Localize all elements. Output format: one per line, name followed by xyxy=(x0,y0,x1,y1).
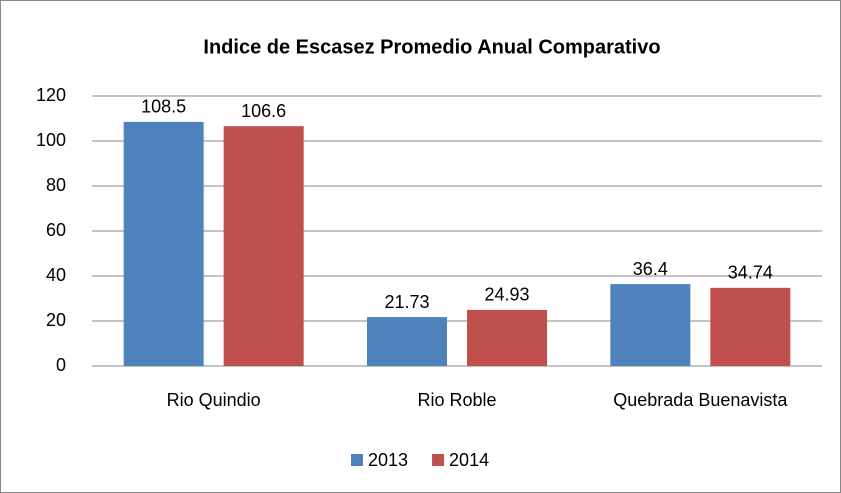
bar xyxy=(123,121,204,366)
y-tick-label: 80 xyxy=(46,175,66,195)
y-tick-label: 120 xyxy=(36,85,66,105)
bar xyxy=(467,309,547,366)
bar xyxy=(710,287,791,366)
y-tick-label: 60 xyxy=(46,220,66,240)
data-label: 36.4 xyxy=(633,259,668,279)
data-label: 21.73 xyxy=(384,292,429,312)
bar xyxy=(610,284,691,366)
data-label: 24.93 xyxy=(484,285,529,305)
bar xyxy=(223,126,304,367)
bar xyxy=(367,317,447,366)
x-tick-label: Quebrada Buenavista xyxy=(613,390,788,410)
data-label: 34.74 xyxy=(728,263,773,283)
data-label: 106.6 xyxy=(241,101,286,121)
legend-label: 2013 xyxy=(368,450,408,470)
x-tick-label: Rio Roble xyxy=(417,390,496,410)
x-tick-label: Rio Quindio xyxy=(167,390,261,410)
data-label: 108.5 xyxy=(141,97,186,117)
legend-swatch xyxy=(351,454,363,466)
legend-label: 2014 xyxy=(449,450,489,470)
chart-title: Indice de Escasez Promedio Anual Compara… xyxy=(203,36,660,58)
y-tick-label: 40 xyxy=(46,265,66,285)
legend-swatch xyxy=(432,454,445,466)
y-tick-label: 100 xyxy=(36,130,66,150)
y-tick-label: 20 xyxy=(46,310,66,330)
y-tick-label: 0 xyxy=(56,355,66,375)
